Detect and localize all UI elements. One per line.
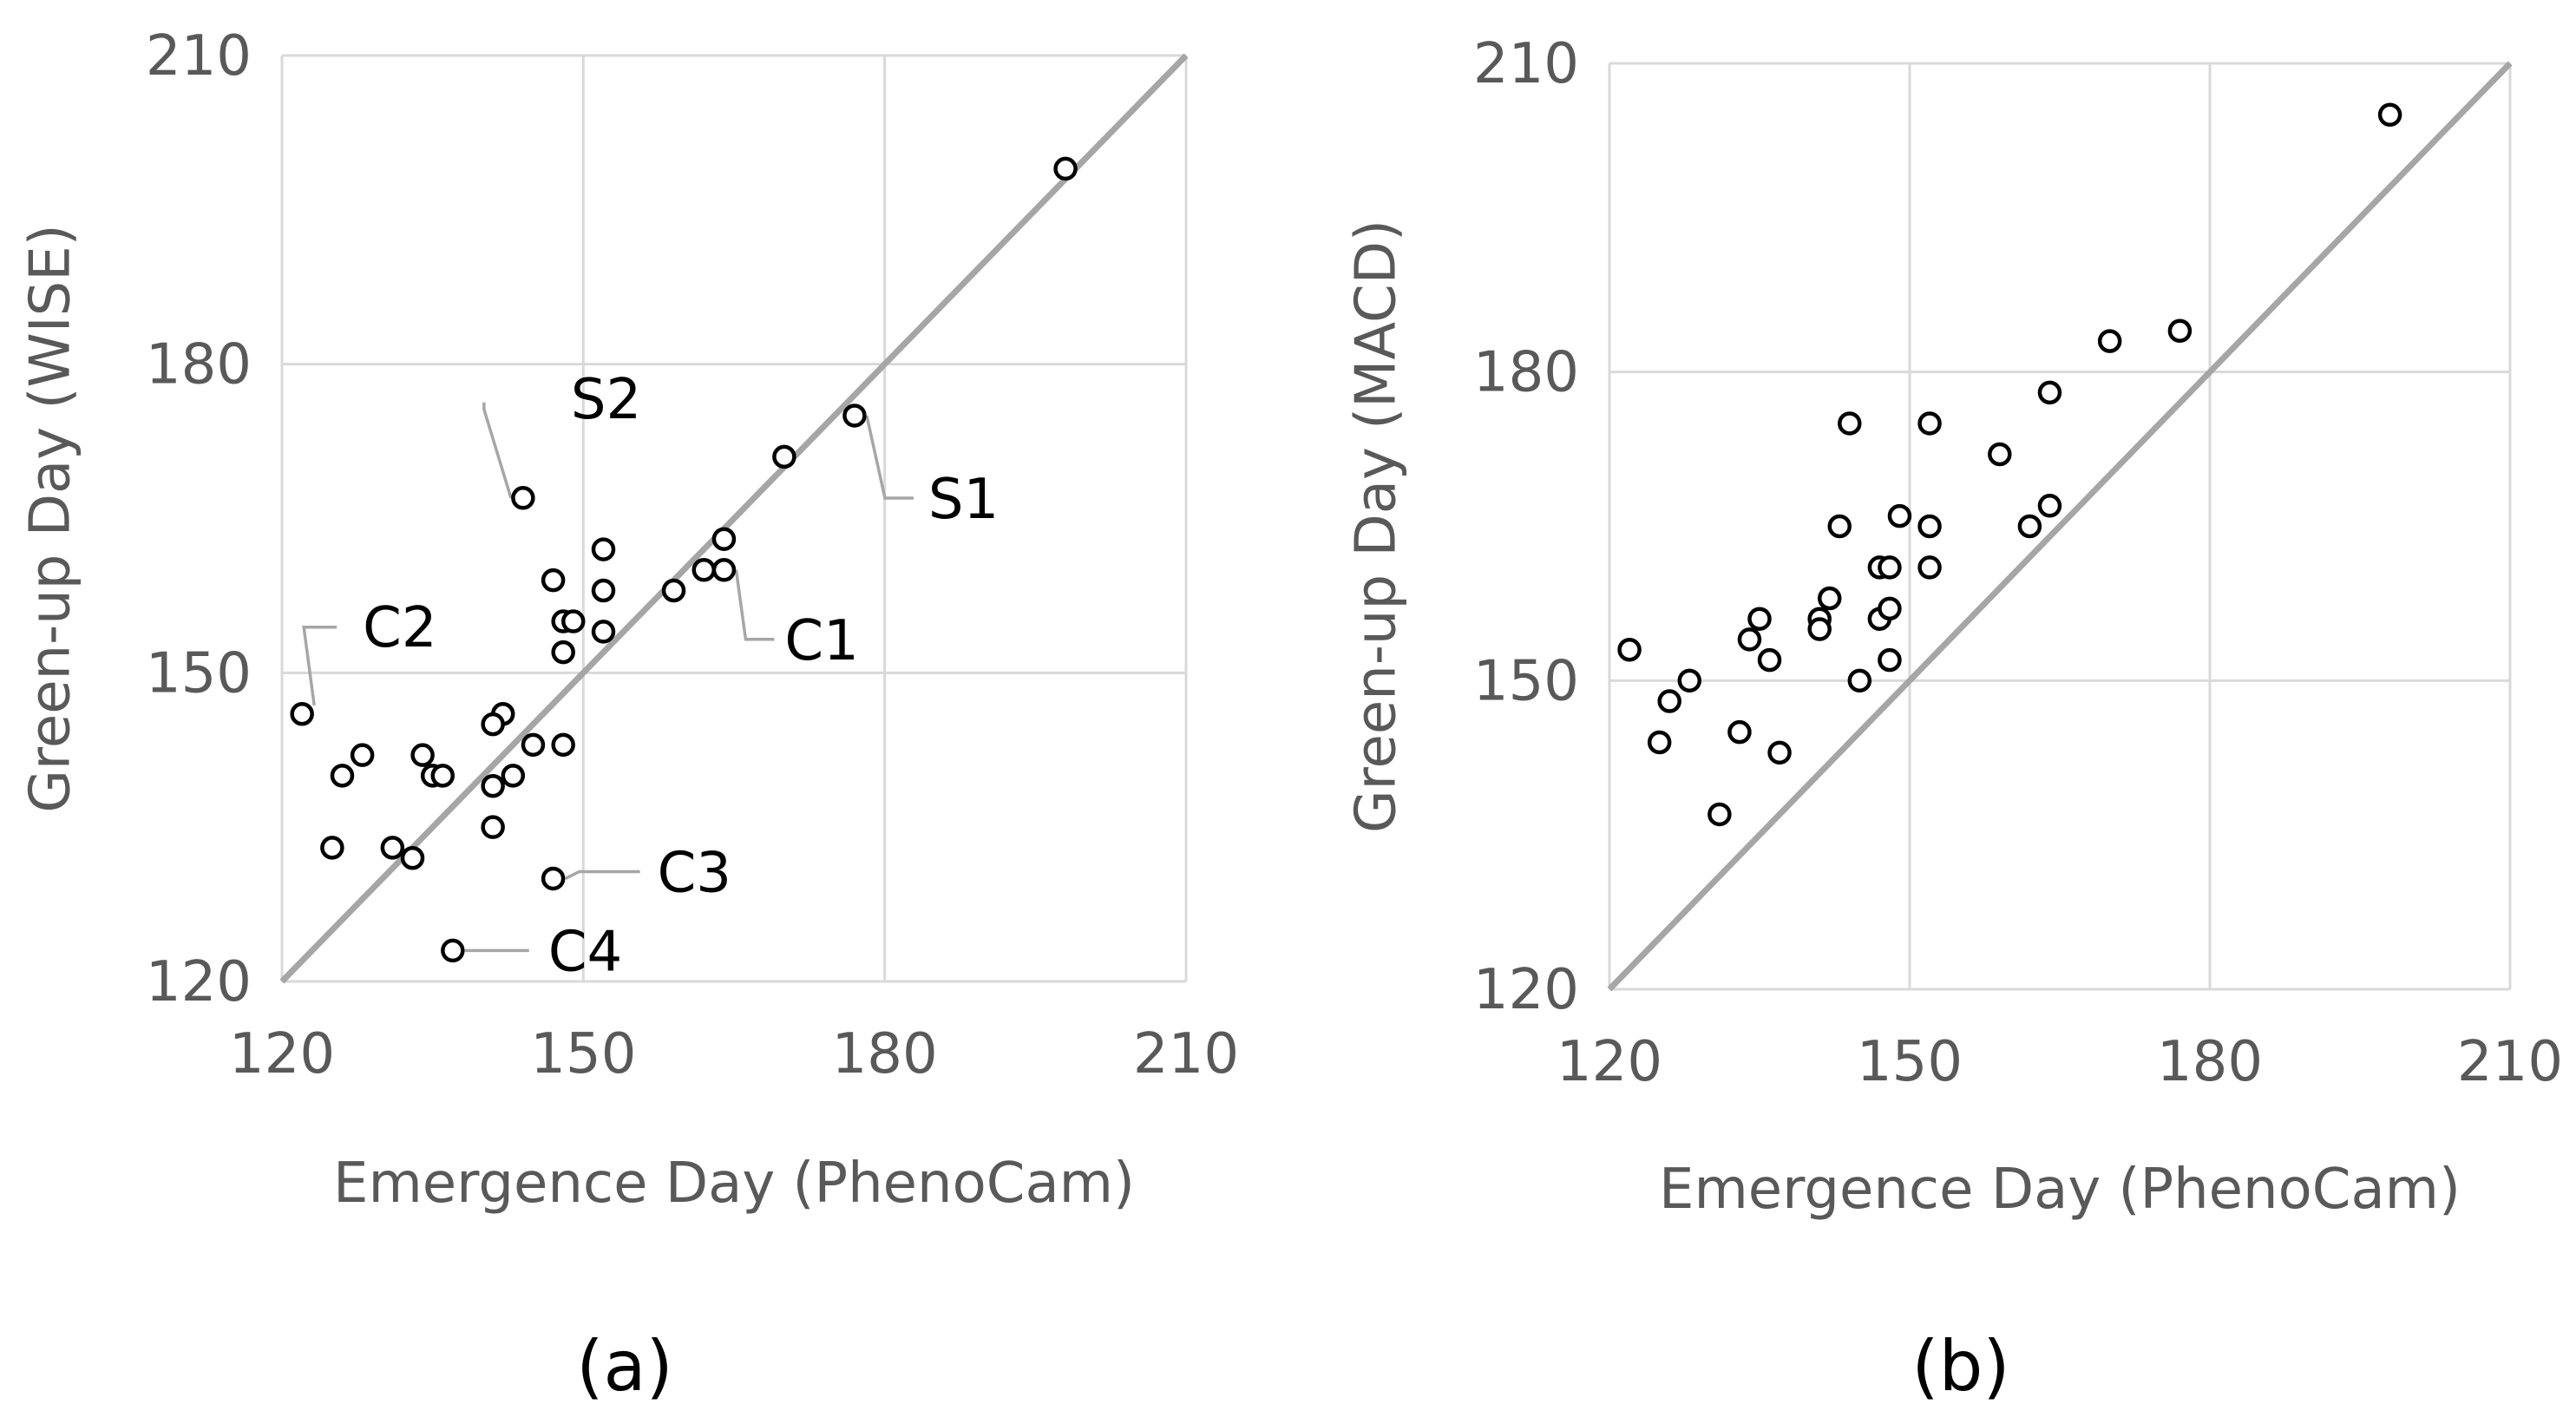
data-point (1878, 647, 1902, 673)
data-point (541, 866, 566, 891)
data-point (481, 773, 505, 798)
annotation-label: C4 (548, 920, 622, 984)
data-point (350, 743, 375, 767)
data-point (1757, 647, 1782, 673)
data-point (380, 836, 405, 860)
data-point (1657, 689, 1681, 713)
data-point (481, 712, 505, 737)
y-tick-label: 150 (146, 641, 252, 705)
data-point (772, 444, 796, 469)
data-point (2377, 102, 2402, 128)
x-tick-label: 180 (832, 1022, 938, 1086)
x-tick-label: 120 (1557, 1030, 1662, 1094)
data-point (1807, 617, 1832, 641)
data-point (692, 558, 717, 582)
data-point (551, 640, 575, 665)
data-point (1917, 411, 1942, 436)
data-point (410, 743, 435, 767)
y-tick-label: 210 (1473, 32, 1579, 96)
annotation-leader-line (302, 626, 338, 705)
data-point (1708, 802, 1732, 827)
data-point (2097, 329, 2122, 353)
data-point (591, 578, 616, 603)
annotation-label: C2 (363, 596, 436, 660)
data-point (441, 938, 465, 963)
y-tick-label: 210 (146, 24, 252, 89)
data-point (1727, 719, 1752, 745)
data-point (290, 702, 314, 726)
x-tick-label: 150 (1857, 1030, 1963, 1094)
data-point (481, 815, 505, 839)
data-point (2037, 380, 2062, 405)
data-point (1737, 627, 1762, 652)
data-point (1917, 514, 1942, 539)
data-point (1878, 596, 1902, 621)
data-point (400, 845, 425, 870)
one-to-one-line (279, 53, 1189, 984)
data-point (511, 486, 535, 510)
y-axis-title: Green-up Day (WISE) (19, 224, 83, 812)
y-tick-label: 180 (1473, 341, 1579, 405)
data-point (1887, 503, 1912, 528)
data-point (1677, 668, 1702, 693)
x-tick-label: 210 (1133, 1022, 1239, 1086)
data-point (711, 527, 737, 551)
y-tick-label: 150 (1473, 649, 1579, 713)
chart-panel-a: 120 150 180 210 120 150 180 210 Emergence Day (P… (19, 24, 1240, 1407)
annotation-label: S1 (928, 468, 999, 532)
annotation-leader-line (482, 402, 513, 499)
x-tick-label: 150 (530, 1022, 636, 1086)
data-point (1817, 586, 1842, 611)
data-point (2167, 318, 2193, 343)
data-point (430, 764, 455, 788)
data-point (1053, 156, 1078, 181)
data-point (1827, 514, 1852, 539)
data-point (541, 568, 566, 593)
data-point (330, 764, 355, 788)
x-tick-label: 120 (229, 1022, 335, 1086)
panel-label: (b) (1911, 1326, 2009, 1407)
one-to-one-line (1607, 61, 2513, 992)
y-tick-label: 180 (146, 333, 252, 397)
x-tick-label: 180 (2157, 1030, 2263, 1094)
data-point (591, 537, 616, 561)
data-point (1767, 740, 1792, 765)
data-point (501, 764, 526, 788)
x-axis-title: Emergence Day (PhenoCam) (1659, 1158, 2461, 1222)
data-point (1878, 555, 1902, 580)
data-point (661, 578, 686, 603)
annotation-leader-line (564, 869, 640, 881)
data-point (561, 609, 586, 633)
data-point (521, 732, 546, 758)
data-point (2037, 494, 2062, 518)
x-tick-label: 210 (2457, 1030, 2563, 1094)
panel-label: (a) (576, 1326, 672, 1407)
annotation-leader-line (734, 569, 775, 641)
data-point (591, 620, 616, 644)
data-point (2017, 514, 2042, 539)
data-point (842, 404, 867, 428)
annotation-leader-line (865, 415, 914, 500)
data-point (1847, 668, 1872, 693)
annotation-label: S2 (571, 368, 641, 432)
data-point (1988, 442, 2012, 467)
annotation-label: C1 (784, 609, 858, 673)
data-point (1617, 638, 1642, 662)
annotation-label: C3 (658, 841, 731, 905)
data-point (1647, 730, 1672, 755)
data-point (320, 836, 344, 860)
data-point (1747, 607, 1772, 631)
y-axis-title: Green-up Day (MACD) (1345, 220, 1409, 833)
data-point (711, 558, 737, 582)
data-point (551, 732, 575, 758)
data-point (1838, 411, 1862, 436)
y-tick-label: 120 (146, 950, 252, 1014)
chart-panel-b: 120 150 180 210 120 150 180 210 Emergence Day (P… (1345, 32, 2564, 1407)
y-tick-label: 120 (1473, 958, 1579, 1022)
x-axis-title: Emergence Day (PhenoCam) (333, 1152, 1135, 1216)
data-point (1917, 555, 1942, 580)
